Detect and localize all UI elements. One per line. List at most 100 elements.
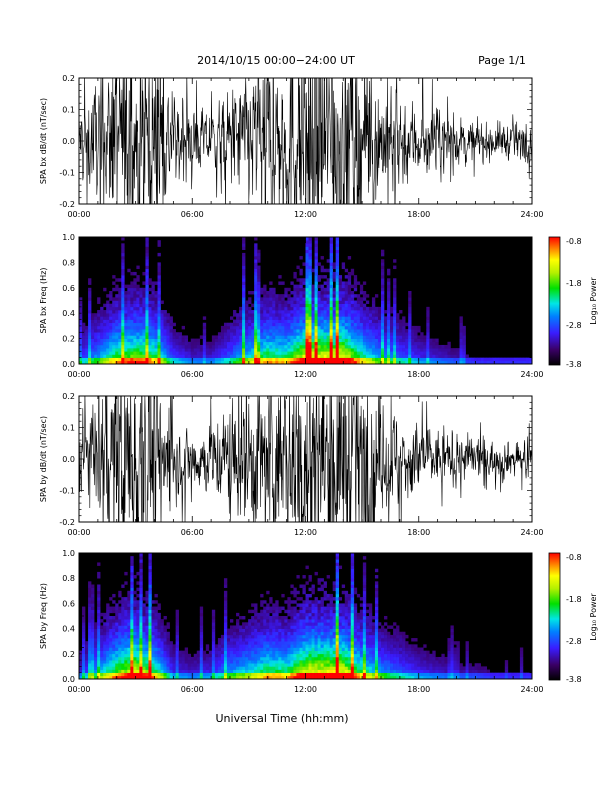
- spectrogram-cell: [344, 284, 349, 289]
- spectrogram-cell: [196, 656, 201, 661]
- spectrogram-cell: [266, 590, 270, 595]
- spectrogram-cell: [139, 587, 143, 592]
- spectrogram-cell: [211, 647, 216, 651]
- spectrogram-cell: [100, 319, 104, 324]
- spectrogram-cell: [145, 628, 149, 633]
- spectrogram-cell: [266, 341, 270, 346]
- spectrogram-cell: [263, 284, 267, 289]
- spectrogram-cell: [263, 303, 267, 308]
- spectrogram-cell: [402, 341, 406, 346]
- spectrogram-cell: [226, 647, 231, 651]
- spectrogram-cell: [335, 278, 340, 282]
- spectrogram-cell: [332, 341, 336, 346]
- spectrogram-cell: [142, 641, 146, 645]
- spectrogram-cell: [260, 650, 264, 655]
- spectrogram-cell: [172, 653, 176, 658]
- spectrogram-cell: [393, 332, 397, 336]
- spectrogram-cell: [335, 641, 340, 645]
- spectrogram-cell: [308, 335, 312, 339]
- spectrogram-cell: [230, 660, 234, 664]
- spectrogram-cell: [88, 634, 92, 639]
- spectrogram-cell: [178, 354, 182, 358]
- spectrogram-cell: [127, 313, 131, 317]
- spectrogram-cell: [226, 360, 231, 365]
- spectrogram-cell: [254, 638, 258, 642]
- spectrogram-cell: [202, 660, 207, 664]
- spectrogram-cell: [130, 590, 134, 595]
- spectrogram-cell: [263, 656, 267, 661]
- spectrogram-cell: [393, 357, 397, 362]
- spectrogram-cell: [426, 354, 430, 358]
- spectrogram-cell: [160, 641, 164, 645]
- spectrogram-cell: [459, 351, 463, 355]
- spectrogram-cell: [329, 619, 333, 623]
- spectrogram-cell: [109, 344, 113, 349]
- spectrogram-cell: [284, 638, 288, 642]
- spectrogram-cell: [356, 360, 361, 365]
- spectrogram-cell: [242, 672, 246, 677]
- spectrogram-cell: [356, 281, 361, 285]
- spectrogram-cell: [133, 316, 137, 320]
- spectrogram-cell: [103, 341, 107, 346]
- spectrogram-cell: [79, 300, 83, 304]
- spectrogram-cell: [365, 338, 370, 343]
- spectrogram-cell: [223, 675, 228, 680]
- spectrogram-cell: [133, 310, 137, 314]
- spectrogram-cell: [196, 672, 201, 677]
- spectrogram-cell: [335, 581, 340, 585]
- spectrogram-cell: [136, 622, 140, 626]
- spectrogram-cell: [314, 268, 318, 273]
- spectrogram-cell: [332, 329, 336, 333]
- spectrogram-cell: [223, 338, 228, 343]
- spectrogram-cell: [320, 666, 324, 670]
- spectrogram-cell: [172, 338, 176, 343]
- spectrogram-cell: [302, 281, 306, 285]
- spectrogram-cell: [112, 625, 116, 629]
- spectrogram-cell: [97, 322, 101, 327]
- spectrogram-cell: [242, 303, 246, 308]
- spectrogram-cell: [175, 357, 179, 362]
- spectrogram-cell: [314, 631, 318, 636]
- spectrogram-cell: [112, 338, 116, 343]
- spectrogram-cell: [320, 319, 324, 324]
- spectrogram-cell: [130, 628, 134, 633]
- spectrogram-cell: [272, 666, 276, 670]
- spectrogram-cell: [381, 316, 385, 320]
- spectrogram-cell: [260, 616, 264, 620]
- spectrogram-cell: [341, 612, 346, 617]
- spectrogram-cell: [281, 593, 285, 598]
- spectrogram-cell: [157, 287, 161, 292]
- spectrogram-cell: [329, 597, 333, 601]
- spectrogram-cell: [444, 354, 448, 358]
- spectrogram-cell: [293, 628, 297, 633]
- spectrogram-cell: [230, 357, 234, 362]
- spectrogram-cell: [97, 663, 101, 667]
- spectrogram-cell: [121, 252, 125, 257]
- spectrogram-cell: [142, 631, 146, 636]
- spectrogram-cell: [456, 351, 460, 355]
- spectrogram-cell: [145, 329, 149, 333]
- spectrogram-cell: [223, 593, 228, 598]
- spectrogram-cell: [441, 360, 445, 365]
- spectrogram-cell: [465, 354, 469, 358]
- spectrogram-cell: [305, 329, 309, 333]
- spectrogram-cell: [332, 609, 336, 614]
- spectrogram-cell: [453, 348, 457, 352]
- spectrogram-cell: [263, 641, 267, 645]
- spectrogram-cell: [368, 351, 373, 355]
- spectrogram-cell: [145, 249, 149, 254]
- spectrogram-cell: [284, 622, 288, 626]
- spectrogram-cell: [130, 609, 134, 614]
- spectrogram-cell: [133, 319, 137, 324]
- spectrogram-cell: [314, 297, 318, 301]
- spectrogram-cell: [320, 619, 324, 623]
- spectrogram-cell: [245, 357, 249, 362]
- spectrogram-cell: [121, 297, 125, 301]
- spectrogram-cell: [127, 600, 131, 604]
- spectrogram-cell: [507, 360, 512, 365]
- spectrogram-cell: [399, 319, 403, 324]
- spectrogram-cell: [341, 265, 346, 270]
- spectrogram-cell: [196, 351, 201, 355]
- spectrogram-cell: [251, 616, 255, 620]
- spectrogram-cell: [272, 325, 276, 330]
